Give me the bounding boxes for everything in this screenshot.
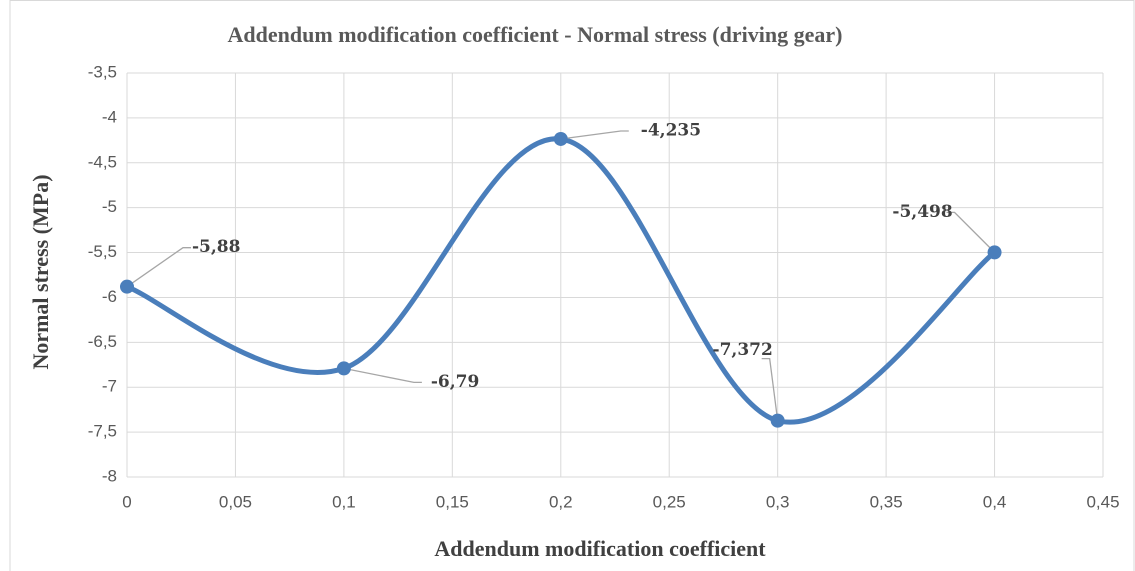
x-tick-label: 0,05 xyxy=(219,492,252,511)
leader-line xyxy=(560,130,629,140)
data-point xyxy=(987,245,1002,260)
data-point xyxy=(553,131,568,146)
data-label: -6,79 xyxy=(431,372,479,392)
y-tick-label: -6 xyxy=(102,287,117,306)
x-tick-label: 0,3 xyxy=(766,492,790,511)
x-tick-label: 0,45 xyxy=(1086,492,1119,511)
x-tick-label: 0 xyxy=(122,492,131,511)
x-tick-label: 0,4 xyxy=(983,492,1007,511)
y-tick-label: -7,5 xyxy=(88,422,117,441)
y-tick-label: -6,5 xyxy=(88,332,117,351)
data-point xyxy=(120,279,134,294)
data-label: -5,88 xyxy=(192,237,240,257)
y-tick-label: -4,5 xyxy=(88,152,117,171)
data-label: -7,372 xyxy=(713,340,773,360)
data-label: -5,498 xyxy=(892,202,952,222)
y-tick-label: -3,5 xyxy=(88,62,117,81)
chart-title: Addendum modification coefficient - Norm… xyxy=(228,22,843,47)
x-tick-label: 0,35 xyxy=(870,492,903,511)
data-label: -4,235 xyxy=(641,120,701,140)
x-tick-label: 0,25 xyxy=(653,492,686,511)
x-axis-title: Addendum modification coefficient xyxy=(434,536,766,561)
x-tick-label: 0,1 xyxy=(332,492,356,511)
x-tick-label: 0,15 xyxy=(436,492,469,511)
x-tick-label: 0,2 xyxy=(549,492,573,511)
y-tick-label: -8 xyxy=(102,466,117,485)
leader-line xyxy=(761,357,779,421)
leader-line xyxy=(946,211,996,253)
y-tick-label: -4 xyxy=(102,107,117,126)
y-axis-title: Normal stress (MPa) xyxy=(28,174,53,369)
y-tick-label: -7 xyxy=(102,377,117,396)
y-tick-label: -5,5 xyxy=(88,242,117,261)
data-point xyxy=(770,413,785,428)
data-point xyxy=(336,361,351,376)
leader-line xyxy=(343,367,422,384)
chart-frame xyxy=(9,0,1135,571)
y-tick-label: -5 xyxy=(102,197,117,216)
leader-line xyxy=(126,247,191,288)
